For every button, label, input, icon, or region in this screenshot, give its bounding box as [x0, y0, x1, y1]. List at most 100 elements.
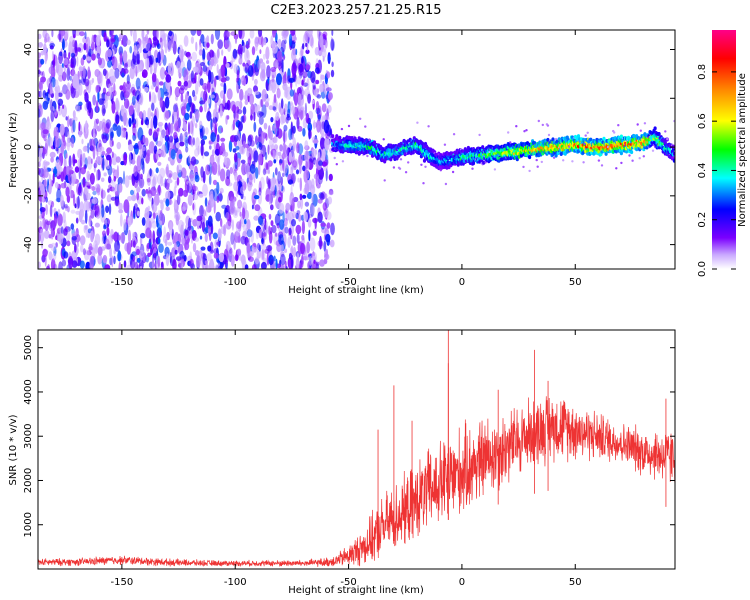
y-tick-label: 2000: [23, 468, 34, 493]
noise-cell: [123, 199, 130, 214]
noise-cell: [151, 220, 157, 229]
noise-cell: [146, 79, 149, 86]
noise-cell: [253, 121, 257, 133]
noise-cell: [313, 119, 316, 130]
snr-frame: [37, 329, 676, 570]
noise-cell: [296, 252, 300, 262]
noise-cell: [189, 111, 193, 119]
noise-cell: [79, 235, 86, 246]
noise-cell: [150, 118, 153, 132]
noise-cell: [322, 202, 327, 211]
noise-cell: [50, 105, 55, 112]
noise-cell: [182, 202, 188, 211]
noise-cell: [199, 128, 204, 140]
noise-cell: [54, 182, 59, 189]
noise-cell: [300, 242, 305, 255]
noise-cell: [192, 89, 196, 98]
signal-cell: [619, 151, 624, 156]
noise-cell: [122, 113, 128, 124]
noise-cell: [94, 203, 99, 216]
noise-cell: [126, 39, 131, 46]
noise-cell: [38, 148, 42, 162]
noise-cell: [140, 120, 144, 126]
noise-cell: [135, 77, 141, 90]
noise-cell: [214, 148, 220, 156]
noise-cell: [254, 90, 260, 95]
noise-cell: [262, 53, 266, 60]
noise-cell: [94, 243, 98, 254]
noise-cell: [272, 149, 276, 160]
noise-cell: [302, 165, 306, 172]
noise-cell: [290, 247, 293, 254]
noise-cell: [194, 237, 200, 242]
noise-cell: [145, 119, 150, 126]
noise-cell: [236, 248, 242, 256]
noise-cell: [44, 250, 49, 255]
noise-cell: [189, 137, 193, 146]
noise-cell: [240, 186, 245, 195]
noise-cell: [68, 35, 75, 46]
noise-cell: [279, 264, 285, 269]
noise-cell: [73, 193, 76, 207]
noise-cell: [233, 63, 239, 74]
noise-cell: [268, 213, 272, 220]
noise-cell: [74, 40, 78, 54]
noise-cell: [50, 242, 57, 252]
noise-cell: [38, 42, 43, 48]
noise-cell: [211, 149, 215, 157]
noise-cell: [302, 34, 307, 45]
noise-cell: [127, 215, 134, 226]
noise-cell: [288, 77, 295, 83]
noise-cell: [302, 127, 306, 137]
noise-cell: [40, 76, 47, 83]
noise-cell: [57, 208, 61, 216]
noise-cell: [60, 171, 65, 182]
noise-cell: [79, 104, 82, 111]
noise-cell: [180, 50, 184, 63]
noise-cell: [292, 246, 297, 258]
noise-cell: [308, 127, 311, 140]
noise-cell: [68, 51, 71, 60]
noise-cell: [269, 137, 275, 148]
noise-cell: [123, 153, 128, 166]
noise-cell: [212, 179, 218, 186]
noise-cell: [94, 160, 98, 169]
noise-cell: [149, 54, 155, 65]
noise-cell: [242, 62, 246, 67]
noise-cell: [280, 98, 284, 109]
noise-cell: [216, 195, 220, 203]
noise-cell: [53, 207, 57, 214]
noise-cell: [273, 93, 277, 104]
noise-cell: [50, 227, 54, 240]
noise-cell: [330, 69, 335, 78]
noise-cell: [62, 211, 66, 224]
noise-cell: [49, 76, 53, 84]
noise-cell: [109, 68, 115, 82]
noise-cell: [90, 230, 94, 243]
noise-cell: [253, 150, 259, 163]
noise-cell: [103, 224, 107, 230]
noise-cell: [93, 133, 96, 139]
noise-cell: [322, 148, 326, 161]
noise-cell: [57, 92, 63, 98]
noise-cell: [206, 35, 210, 43]
noise-cell: [301, 79, 304, 86]
noise-cell: [308, 110, 314, 120]
noise-cell: [298, 214, 302, 222]
noise-cell: [246, 219, 251, 231]
noise-cell: [109, 127, 114, 141]
signal-halo: [451, 170, 455, 174]
noise-cell: [45, 121, 52, 131]
noise-cell: [286, 86, 292, 92]
noise-cell: [184, 112, 190, 121]
noise-cell: [61, 63, 65, 68]
noise-cell: [63, 157, 67, 169]
noise-cell: [97, 253, 103, 265]
noise-cell: [218, 108, 221, 114]
noise-cell: [324, 39, 328, 49]
noise-cell: [259, 49, 262, 54]
noise-cell: [311, 148, 317, 158]
noise-cell: [157, 185, 161, 193]
noise-cell: [91, 53, 96, 61]
signal-halo: [452, 133, 456, 136]
